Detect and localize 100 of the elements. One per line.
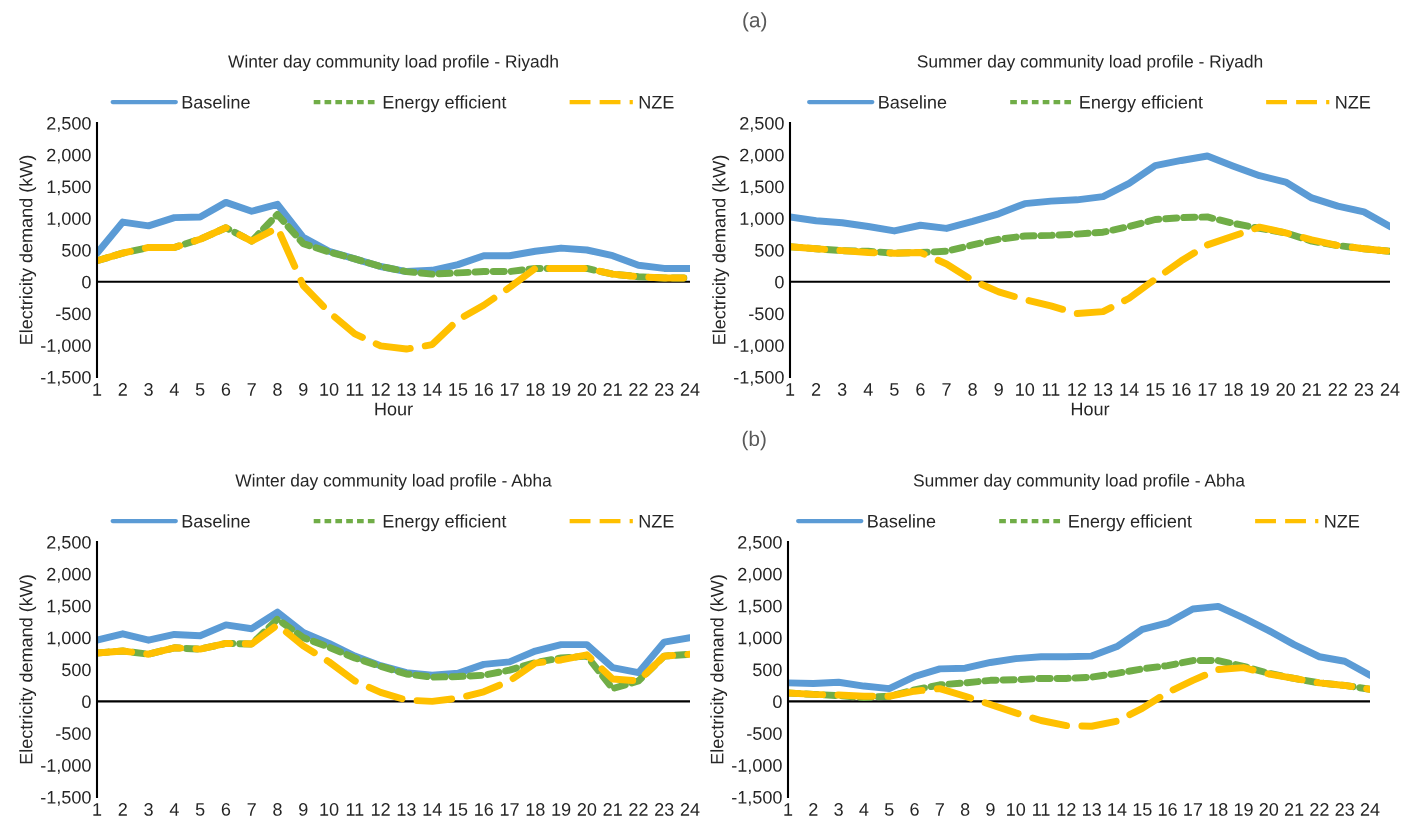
x-tick-label: 6 xyxy=(221,383,231,396)
x-tick-label: 9 xyxy=(299,383,308,396)
y-tick-label: -1,500 xyxy=(41,790,91,806)
x-tick-label: 18 xyxy=(526,803,545,816)
y-tick-label: 1,500 xyxy=(740,180,784,196)
y-tick-label: 1,500 xyxy=(738,599,782,615)
chart-title: Winter day community load profile - Riyadh xyxy=(228,54,558,72)
y-tick-label: -500 xyxy=(56,307,91,321)
x-tick-label: 7 xyxy=(942,383,951,396)
x-tick-label: 19 xyxy=(1250,383,1269,396)
x-tick-label: 10 xyxy=(1016,383,1035,396)
x-tick-label: 10 xyxy=(1007,803,1026,816)
x-tick-label: 15 xyxy=(1133,803,1152,816)
y-tick-label: 2,000 xyxy=(47,148,91,164)
x-axis-title: Hour xyxy=(375,402,413,416)
x-tick-label: 1 xyxy=(784,803,793,816)
y-tick-label: 500 xyxy=(753,663,782,677)
x-tick-label: 1 xyxy=(93,383,102,396)
chart-title: Summer day community load profile - Riyadh xyxy=(917,54,1263,72)
x-tick-label: 24 xyxy=(680,803,700,816)
y-tick-label: -1,000 xyxy=(41,759,91,774)
x-tick-label: 20 xyxy=(577,383,597,396)
y-tick-label: 500 xyxy=(62,243,91,257)
y-axis-title: Electricity demand (kW) xyxy=(712,155,730,344)
x-tick-label: 7 xyxy=(935,803,944,816)
x-tick-label: 13 xyxy=(397,803,416,816)
x-tick-label: 17 xyxy=(500,383,519,396)
text: (b) xyxy=(742,430,766,451)
y-tick-label: 2,500 xyxy=(740,116,784,132)
legend-label: Energy efficient xyxy=(383,514,507,532)
x-tick-label: 11 xyxy=(1033,803,1050,816)
x-tick-label: 6 xyxy=(221,803,231,816)
y-tick-label: -1,500 xyxy=(41,370,91,386)
x-tick-label: 6 xyxy=(916,383,925,396)
x-tick-label: 14 xyxy=(423,383,442,396)
x-tick-label: 9 xyxy=(986,803,995,816)
text: (a) xyxy=(743,12,767,32)
x-tick-label: 21 xyxy=(603,803,622,816)
x-tick-label: 18 xyxy=(526,383,545,396)
y-tick-label: 0 xyxy=(773,695,782,709)
x-tick-label: 8 xyxy=(273,383,282,396)
x-tick-label: 11 xyxy=(1042,383,1060,396)
x-tick-label: 12 xyxy=(371,803,390,816)
x-tick-label: 15 xyxy=(449,383,468,396)
x-tick-label: 3 xyxy=(837,383,847,396)
x-tick-label: 19 xyxy=(552,803,571,816)
x-tick-label: 10 xyxy=(320,383,339,396)
x-tick-label: 14 xyxy=(423,803,442,816)
x-tick-label: 16 xyxy=(1172,383,1191,396)
x-tick-label: 5 xyxy=(195,383,205,396)
y-tick-label: 500 xyxy=(62,663,91,677)
x-tick-label: 3 xyxy=(144,383,153,396)
x-tick-label: 22 xyxy=(629,383,648,396)
y-axis-title: Electricity demand (kW) xyxy=(19,155,37,344)
y-tick-label: 2,000 xyxy=(47,567,91,583)
x-tick-label: 13 xyxy=(1094,383,1113,396)
x-tick-label: 24 xyxy=(680,383,700,396)
y-tick-label: -1,000 xyxy=(732,759,782,774)
x-tick-label: 8 xyxy=(968,383,977,396)
x-tick-label: 24 xyxy=(1360,803,1380,816)
x-tick-label: 20 xyxy=(1259,803,1279,816)
y-tick-label: 2,500 xyxy=(738,535,782,551)
x-tick-label: 3 xyxy=(834,803,843,816)
legend-label: Baseline xyxy=(182,514,250,528)
x-tick-label: 13 xyxy=(1082,803,1101,816)
y-tick-label: -500 xyxy=(747,727,782,740)
x-tick-label: 17 xyxy=(1198,383,1217,396)
x-tick-label: 7 xyxy=(247,383,256,396)
x-tick-label: 12 xyxy=(1057,803,1076,816)
legend-label: Baseline xyxy=(879,95,947,109)
legend-label: Energy efficient xyxy=(1069,514,1192,532)
x-tick-label: 4 xyxy=(859,803,869,816)
x-tick-label: 18 xyxy=(1209,803,1228,816)
y-tick-label: 2,500 xyxy=(47,535,91,551)
x-tick-label: 5 xyxy=(890,383,899,396)
x-tick-label: 20 xyxy=(577,803,597,816)
y-tick-label: 1,500 xyxy=(47,599,91,615)
y-tick-label: -1,500 xyxy=(734,370,784,386)
x-tick-label: 8 xyxy=(273,803,282,816)
legend-label: Baseline xyxy=(868,514,936,528)
x-tick-label: 22 xyxy=(1328,383,1347,396)
y-tick-label: -500 xyxy=(56,727,91,740)
x-tick-label: 6 xyxy=(910,803,919,816)
x-tick-label: 16 xyxy=(475,383,493,396)
x-tick-label: 11 xyxy=(346,803,364,816)
x-tick-label: 22 xyxy=(1310,803,1329,816)
x-tick-label: 21 xyxy=(603,383,622,396)
x-tick-label: 24 xyxy=(1380,383,1400,396)
y-tick-label: 0 xyxy=(82,695,91,709)
legend-label: Energy efficient xyxy=(383,95,507,113)
y-tick-label: 1,000 xyxy=(738,631,782,647)
y-tick-label: 2,000 xyxy=(738,567,782,583)
y-axis-title: Electricity demand (kW) xyxy=(710,575,728,764)
x-tick-label: 8 xyxy=(960,803,970,816)
x-tick-label: 15 xyxy=(1146,383,1165,396)
x-tick-label: 5 xyxy=(884,803,894,816)
x-tick-label: 17 xyxy=(1184,803,1203,816)
x-tick-label: 9 xyxy=(299,803,308,816)
x-tick-label: 12 xyxy=(1068,383,1087,396)
y-tick-label: 2,000 xyxy=(740,148,784,164)
